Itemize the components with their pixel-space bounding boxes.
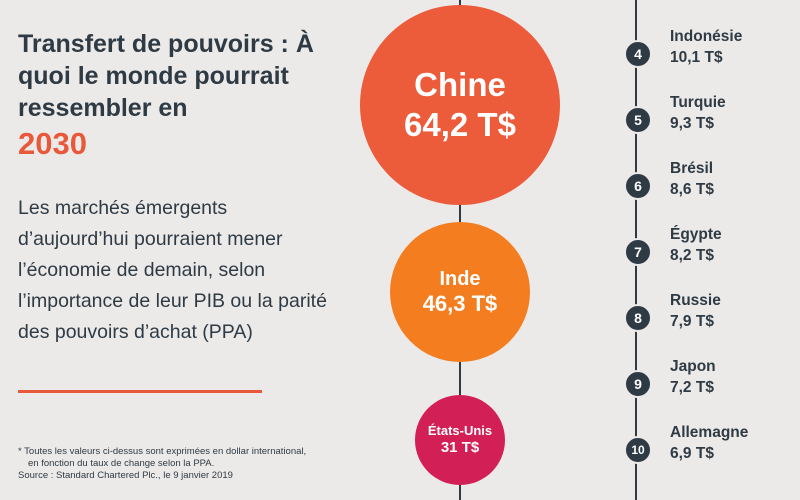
- rank-value: 8,2 T$: [670, 247, 714, 265]
- bubble-value-label: 64,2 T$: [404, 105, 516, 145]
- ranking-item: 8 Russie 7,9 T$: [620, 304, 800, 354]
- ranking-item: 6 Brésil 8,6 T$: [620, 172, 800, 222]
- bubble-value-label: 46,3 T$: [423, 291, 498, 317]
- footnote: * Toutes les valeurs ci-dessus sont expr…: [18, 446, 368, 482]
- rank-country: Indonésie: [670, 28, 742, 46]
- title-year: 2030: [18, 128, 358, 160]
- rank-country: Russie: [670, 292, 721, 310]
- subtitle-underline: [18, 390, 262, 393]
- title-text: Transfert de pouvoirs : À quoi le monde …: [18, 30, 314, 122]
- bubble-country-label: Chine: [414, 65, 506, 105]
- ranking-item: 5 Turquie 9,3 T$: [620, 106, 800, 156]
- footnote-source: Source : Standard Chartered Plc., le 9 j…: [18, 470, 368, 482]
- rank-country: Allemagne: [670, 424, 748, 442]
- rank-badge: 8: [624, 304, 652, 332]
- rank-badge: 6: [624, 172, 652, 200]
- rank-country: Brésil: [670, 160, 713, 178]
- bubble-chine: Chine 64,2 T$: [360, 5, 560, 205]
- ranking-item: 10 Allemagne 6,9 T$: [620, 436, 800, 486]
- rank-value: 6,9 T$: [670, 445, 714, 463]
- footnote-line-2: en fonction du taux de change selon la P…: [18, 458, 368, 470]
- ranking-item: 4 Indonésie 10,1 T$: [620, 40, 800, 90]
- bubble-country-label: Inde: [439, 267, 480, 291]
- rank-value: 8,6 T$: [670, 181, 714, 199]
- footnote-line-1: * Toutes les valeurs ci-dessus sont expr…: [18, 446, 368, 458]
- bubble-etats-unis: États-Unis 31 T$: [415, 395, 505, 485]
- rank-badge: 9: [624, 370, 652, 398]
- ranking-item: 9 Japon 7,2 T$: [620, 370, 800, 420]
- rank-country: Turquie: [670, 94, 726, 112]
- bubble-inde: Inde 46,3 T$: [390, 222, 530, 362]
- subtitle: Les marchés émergents d’aujourd’hui pour…: [18, 193, 328, 348]
- rank-value: 7,9 T$: [670, 313, 714, 331]
- rank-badge: 7: [624, 238, 652, 266]
- rank-badge: 5: [624, 106, 652, 134]
- rank-badge: 10: [624, 436, 652, 464]
- rank-value: 10,1 T$: [670, 49, 723, 67]
- rank-badge: 4: [624, 40, 652, 68]
- bubble-country-label: États-Unis: [428, 423, 492, 439]
- ranking-item: 7 Égypte 8,2 T$: [620, 238, 800, 288]
- rank-value: 9,3 T$: [670, 115, 714, 133]
- bubble-value-label: 31 T$: [441, 439, 479, 457]
- rank-country: Japon: [670, 358, 716, 376]
- rank-value: 7,2 T$: [670, 379, 714, 397]
- page-title: Transfert de pouvoirs : À quoi le monde …: [18, 28, 358, 160]
- rank-country: Égypte: [670, 226, 722, 244]
